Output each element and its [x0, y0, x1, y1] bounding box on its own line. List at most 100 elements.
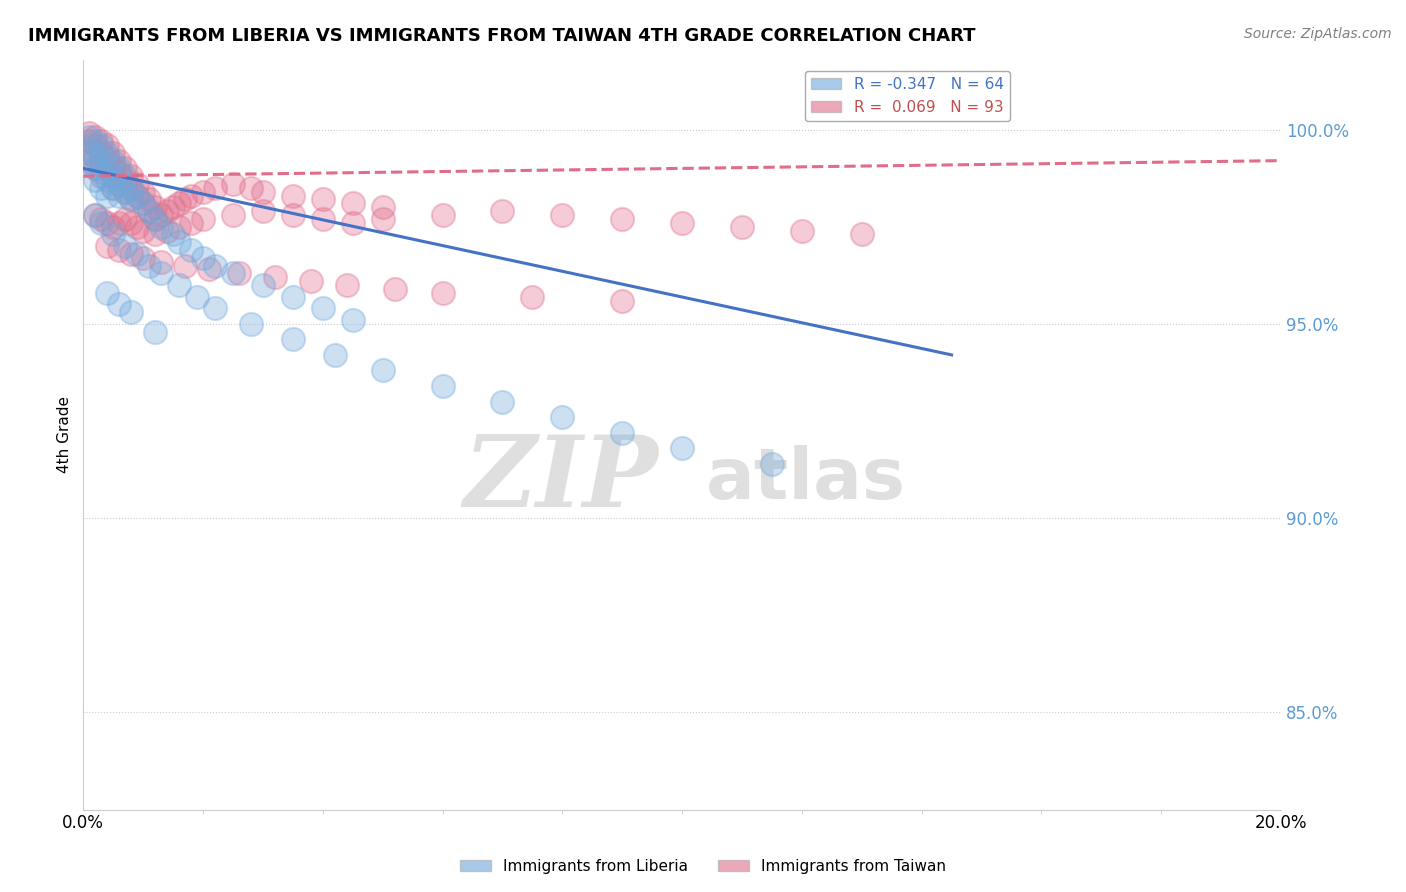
- Point: [103, 181, 125, 195]
- Point: [612, 211, 634, 226]
- Y-axis label: 4th Grade: 4th Grade: [58, 396, 72, 473]
- Point: [222, 177, 245, 191]
- Point: [84, 150, 107, 164]
- Point: [108, 188, 131, 202]
- Point: [138, 204, 160, 219]
- Point: [671, 441, 693, 455]
- Point: [90, 138, 112, 153]
- Point: [191, 251, 214, 265]
- Point: [90, 157, 112, 171]
- Point: [132, 251, 155, 265]
- Point: [132, 223, 155, 237]
- Point: [84, 161, 107, 176]
- Point: [174, 259, 197, 273]
- Point: [491, 394, 513, 409]
- Point: [96, 173, 118, 187]
- Point: [228, 266, 250, 280]
- Point: [127, 247, 149, 261]
- Point: [186, 290, 208, 304]
- Point: [432, 285, 454, 300]
- Point: [114, 211, 136, 226]
- Point: [204, 259, 226, 273]
- Point: [612, 293, 634, 308]
- Point: [103, 169, 125, 184]
- Point: [103, 227, 125, 242]
- Point: [143, 211, 166, 226]
- Point: [204, 301, 226, 316]
- Point: [84, 208, 107, 222]
- Point: [120, 193, 142, 207]
- Point: [132, 185, 155, 199]
- Point: [90, 181, 112, 195]
- Point: [120, 169, 142, 184]
- Point: [761, 457, 783, 471]
- Point: [103, 145, 125, 160]
- Point: [281, 188, 304, 202]
- Point: [114, 185, 136, 199]
- Point: [167, 277, 190, 292]
- Point: [77, 153, 100, 168]
- Point: [108, 243, 131, 257]
- Text: atlas: atlas: [706, 445, 905, 514]
- Point: [239, 317, 262, 331]
- Point: [143, 211, 166, 226]
- Point: [96, 216, 118, 230]
- Point: [114, 239, 136, 253]
- Point: [180, 243, 202, 257]
- Point: [162, 200, 184, 214]
- Point: [198, 262, 221, 277]
- Point: [96, 161, 118, 176]
- Point: [103, 153, 125, 168]
- Point: [281, 332, 304, 346]
- Point: [432, 208, 454, 222]
- Point: [108, 153, 131, 168]
- Point: [252, 204, 274, 219]
- Point: [281, 290, 304, 304]
- Point: [323, 348, 346, 362]
- Point: [312, 211, 335, 226]
- Point: [120, 216, 142, 230]
- Point: [77, 134, 100, 148]
- Point: [312, 301, 335, 316]
- Point: [114, 173, 136, 187]
- Point: [312, 193, 335, 207]
- Point: [108, 161, 131, 176]
- Point: [132, 196, 155, 211]
- Point: [204, 181, 226, 195]
- Text: Source: ZipAtlas.com: Source: ZipAtlas.com: [1244, 27, 1392, 41]
- Point: [103, 157, 125, 171]
- Point: [342, 196, 364, 211]
- Point: [191, 185, 214, 199]
- Point: [384, 282, 406, 296]
- Point: [264, 270, 287, 285]
- Point: [120, 305, 142, 319]
- Point: [671, 216, 693, 230]
- Point: [432, 379, 454, 393]
- Point: [114, 185, 136, 199]
- Point: [90, 165, 112, 179]
- Point: [138, 259, 160, 273]
- Point: [77, 142, 100, 156]
- Text: ZIP: ZIP: [463, 432, 658, 528]
- Point: [127, 188, 149, 202]
- Point: [103, 169, 125, 184]
- Legend: Immigrants from Liberia, Immigrants from Taiwan: Immigrants from Liberia, Immigrants from…: [454, 853, 952, 880]
- Point: [127, 219, 149, 234]
- Point: [96, 239, 118, 253]
- Point: [90, 145, 112, 160]
- Point: [143, 200, 166, 214]
- Point: [180, 188, 202, 202]
- Point: [84, 138, 107, 153]
- Point: [84, 150, 107, 164]
- Point: [174, 193, 197, 207]
- Point: [156, 223, 179, 237]
- Point: [222, 208, 245, 222]
- Point: [114, 161, 136, 176]
- Point: [281, 208, 304, 222]
- Point: [551, 208, 574, 222]
- Point: [127, 177, 149, 191]
- Point: [191, 211, 214, 226]
- Point: [612, 425, 634, 440]
- Point: [342, 313, 364, 327]
- Point: [132, 196, 155, 211]
